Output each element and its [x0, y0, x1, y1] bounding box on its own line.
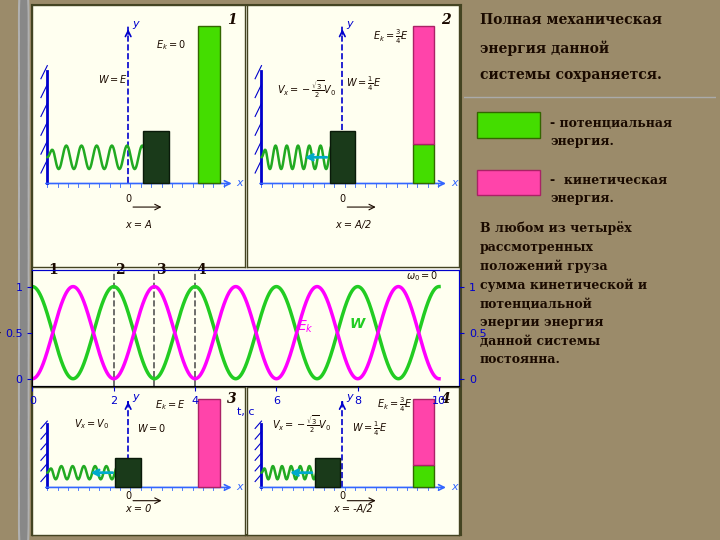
Text: 4: 4 — [197, 264, 206, 278]
Bar — [413, 399, 434, 465]
Bar — [413, 26, 434, 144]
Circle shape — [19, 0, 29, 92]
Circle shape — [19, 293, 29, 434]
Bar — [477, 170, 540, 195]
Text: y: y — [346, 19, 354, 29]
Text: 0: 0 — [125, 491, 131, 501]
Text: 0: 0 — [125, 194, 131, 204]
Text: 4: 4 — [441, 392, 451, 406]
Text: энергия.: энергия. — [550, 192, 614, 205]
Text: $E_k = 0$: $E_k = 0$ — [156, 38, 186, 52]
Text: энергия.: энергия. — [550, 135, 614, 148]
Text: $W = \frac{1}{4}E$: $W = \frac{1}{4}E$ — [346, 75, 382, 93]
Text: $V_x = -\frac{\sqrt{3}}{2}V_0$: $V_x = -\frac{\sqrt{3}}{2}V_0$ — [276, 78, 336, 100]
Circle shape — [19, 107, 29, 247]
Text: 1: 1 — [48, 264, 58, 278]
Circle shape — [19, 14, 29, 154]
Text: 3: 3 — [156, 264, 166, 278]
X-axis label: t, c: t, c — [237, 407, 255, 417]
Text: $W = 0$: $W = 0$ — [137, 422, 166, 435]
Text: 2: 2 — [441, 14, 451, 27]
Text: Полная механическая: Полная механическая — [480, 14, 662, 28]
Circle shape — [19, 200, 29, 340]
Circle shape — [21, 71, 27, 158]
Circle shape — [21, 134, 27, 220]
Text: $V_x = V_0$: $V_x = V_0$ — [74, 417, 109, 431]
Circle shape — [21, 40, 27, 127]
Text: $E_k = E$: $E_k = E$ — [156, 398, 186, 412]
Text: $W = E$: $W = E$ — [99, 73, 128, 85]
Circle shape — [19, 324, 29, 464]
Circle shape — [19, 168, 29, 309]
Circle shape — [21, 382, 27, 468]
Bar — [413, 144, 434, 184]
Circle shape — [19, 262, 29, 402]
Text: $E_k = \frac{3}{4}E$: $E_k = \frac{3}{4}E$ — [373, 28, 409, 46]
Text: $V_x = -\frac{\sqrt{3}}{2}V_0$: $V_x = -\frac{\sqrt{3}}{2}V_0$ — [272, 413, 331, 435]
Text: $W = \frac{1}{4}E$: $W = \frac{1}{4}E$ — [352, 420, 387, 437]
Y-axis label: W/W₀
Ek/Ek₀: W/W₀ Ek/Ek₀ — [0, 313, 2, 343]
Circle shape — [21, 444, 27, 530]
Bar — [477, 112, 540, 138]
Circle shape — [21, 10, 27, 96]
Circle shape — [19, 355, 29, 496]
Circle shape — [21, 258, 27, 345]
Circle shape — [19, 45, 29, 185]
Text: x: x — [237, 482, 243, 492]
Circle shape — [21, 320, 27, 407]
Text: $E_k = \frac{3}{4}E$: $E_k = \frac{3}{4}E$ — [377, 396, 413, 414]
Circle shape — [21, 351, 27, 437]
Text: $\omega_0 = 0$: $\omega_0 = 0$ — [407, 269, 438, 283]
Circle shape — [19, 138, 29, 278]
Bar — [330, 131, 355, 184]
Text: системы сохраняется.: системы сохраняется. — [480, 68, 662, 82]
Text: - потенциальная: - потенциальная — [550, 117, 672, 130]
Text: x: x — [451, 482, 457, 492]
Circle shape — [19, 0, 29, 123]
Text: 0: 0 — [339, 491, 346, 501]
Text: y: y — [132, 19, 139, 29]
Text: x = A/2: x = A/2 — [335, 220, 371, 230]
Circle shape — [19, 231, 29, 372]
Text: энергия данной: энергия данной — [480, 40, 608, 56]
Bar — [315, 458, 341, 488]
Circle shape — [21, 165, 27, 251]
Bar — [413, 465, 434, 488]
Text: x = 0: x = 0 — [125, 504, 152, 515]
Bar — [198, 399, 220, 488]
Text: 0: 0 — [339, 194, 346, 204]
Circle shape — [21, 413, 27, 500]
Text: 2: 2 — [115, 264, 125, 278]
Bar — [198, 26, 220, 184]
Circle shape — [21, 103, 27, 189]
Circle shape — [19, 386, 29, 526]
Text: y: y — [132, 393, 139, 402]
Circle shape — [21, 227, 27, 313]
Text: В любом из четырёх
рассмотренных
положений груза
сумма кинетической и
потенциаль: В любом из четырёх рассмотренных положен… — [480, 221, 647, 366]
Circle shape — [19, 76, 29, 216]
Text: x = A: x = A — [125, 220, 152, 230]
Text: $E_k$: $E_k$ — [297, 319, 313, 335]
Circle shape — [21, 0, 27, 65]
Text: 3: 3 — [227, 392, 237, 406]
Circle shape — [21, 475, 27, 540]
Bar — [115, 458, 141, 488]
Circle shape — [21, 195, 27, 282]
Circle shape — [19, 448, 29, 540]
Text: -  кинетическая: - кинетическая — [550, 174, 667, 187]
Text: y: y — [346, 393, 354, 402]
Circle shape — [19, 417, 29, 540]
Text: W: W — [350, 317, 365, 331]
Text: x: x — [237, 179, 243, 188]
Text: 1: 1 — [227, 14, 237, 27]
Bar — [143, 131, 168, 184]
Text: x: x — [451, 179, 457, 188]
Circle shape — [21, 289, 27, 375]
Text: x = -A/2: x = -A/2 — [333, 504, 373, 515]
